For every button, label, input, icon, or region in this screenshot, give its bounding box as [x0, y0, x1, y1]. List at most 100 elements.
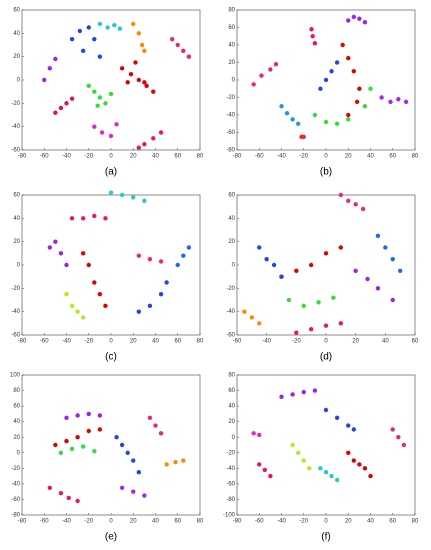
- point: [323, 470, 329, 475]
- point: [295, 450, 301, 455]
- plot-frame: [21, 194, 201, 336]
- y-tick-label: -60: [226, 333, 235, 339]
- point: [64, 101, 69, 106]
- point: [259, 73, 264, 78]
- panel-label: (d): [320, 352, 332, 363]
- x-tick-label: 80: [197, 519, 204, 525]
- point: [338, 245, 344, 250]
- point: [80, 444, 86, 449]
- point: [80, 48, 86, 54]
- point: [153, 423, 158, 428]
- x-tick-label: -80: [18, 154, 27, 160]
- y-tick-label: 20: [13, 54, 20, 60]
- point: [97, 413, 103, 418]
- point: [316, 300, 321, 305]
- x-tick-label: -80: [233, 154, 242, 160]
- point: [301, 458, 306, 463]
- point: [92, 449, 97, 454]
- point: [175, 42, 180, 48]
- point: [147, 415, 153, 420]
- point: [403, 99, 409, 105]
- x-tick-label: -40: [62, 519, 71, 525]
- x-tick-label: 60: [412, 339, 419, 345]
- point: [346, 18, 351, 23]
- point: [119, 485, 125, 490]
- x-tick-label: 40: [152, 154, 159, 160]
- point: [158, 291, 164, 297]
- x-tick-label: 60: [174, 154, 181, 160]
- point: [301, 389, 306, 395]
- point: [136, 309, 142, 314]
- y-tick-label: -40: [11, 481, 20, 487]
- point: [108, 133, 114, 139]
- point: [77, 28, 83, 34]
- point: [75, 498, 80, 504]
- point: [284, 111, 290, 116]
- y-tick-label: 60: [228, 388, 235, 394]
- point: [346, 450, 351, 455]
- point: [346, 112, 351, 118]
- y-tick-label: 40: [228, 404, 235, 410]
- x-tick-label: 20: [130, 519, 137, 525]
- x-tick-label: -40: [62, 339, 71, 345]
- point: [142, 48, 147, 54]
- point: [242, 309, 247, 314]
- y-tick-label: 20: [228, 239, 235, 245]
- y-tick-label: -60: [11, 333, 20, 339]
- point: [251, 431, 256, 436]
- x-tick-label: 60: [389, 154, 396, 160]
- x-tick-label: 60: [389, 519, 396, 525]
- plot-frame: [236, 374, 416, 516]
- point: [323, 119, 329, 125]
- x-tick-label: 20: [345, 519, 352, 525]
- point: [125, 450, 130, 455]
- y-tick-label: 40: [228, 43, 235, 49]
- x-tick-label: -20: [299, 519, 308, 525]
- point: [353, 202, 358, 207]
- x-tick-label: 20: [130, 154, 137, 160]
- x-tick-label: 40: [367, 519, 374, 525]
- point: [64, 262, 69, 268]
- y-tick-label: 0: [17, 450, 21, 456]
- point: [379, 95, 384, 100]
- x-tick-label: 40: [152, 339, 159, 345]
- point: [365, 276, 370, 282]
- point: [117, 26, 123, 31]
- x-tick-label: -40: [262, 339, 271, 345]
- point: [357, 16, 362, 21]
- point: [318, 466, 323, 471]
- point: [279, 394, 284, 399]
- plot-frame: [21, 9, 201, 151]
- point: [279, 274, 284, 279]
- point: [173, 459, 178, 465]
- y-tick-label: 100: [10, 373, 21, 379]
- x-tick-label: 0: [324, 154, 328, 160]
- x-tick-label: 0: [109, 154, 113, 160]
- point: [312, 41, 318, 46]
- point: [131, 195, 136, 200]
- point: [290, 442, 295, 448]
- point: [294, 268, 299, 274]
- point: [119, 442, 125, 448]
- y-tick-label: 0: [232, 78, 236, 84]
- x-tick-label: -20: [84, 339, 93, 345]
- panel-label: (f): [321, 532, 330, 543]
- x-tick-label: -60: [40, 339, 49, 345]
- y-tick-label: 40: [13, 31, 20, 37]
- y-tick-label: 80: [228, 373, 235, 379]
- x-tick-label: -40: [277, 519, 286, 525]
- point: [309, 27, 314, 32]
- x-tick-label: -60: [255, 519, 264, 525]
- y-tick-label: 20: [13, 435, 20, 441]
- point: [294, 330, 299, 335]
- point: [334, 415, 340, 420]
- x-tick-label: -60: [255, 154, 264, 160]
- y-tick-label: 80: [13, 388, 20, 394]
- x-tick-label: -60: [40, 519, 49, 525]
- point: [186, 245, 192, 250]
- x-tick-label: 20: [130, 339, 137, 345]
- y-tick-label: 60: [228, 193, 235, 199]
- panel-label: (a): [105, 167, 117, 178]
- y-tick-label: -60: [11, 148, 20, 154]
- point: [308, 262, 314, 268]
